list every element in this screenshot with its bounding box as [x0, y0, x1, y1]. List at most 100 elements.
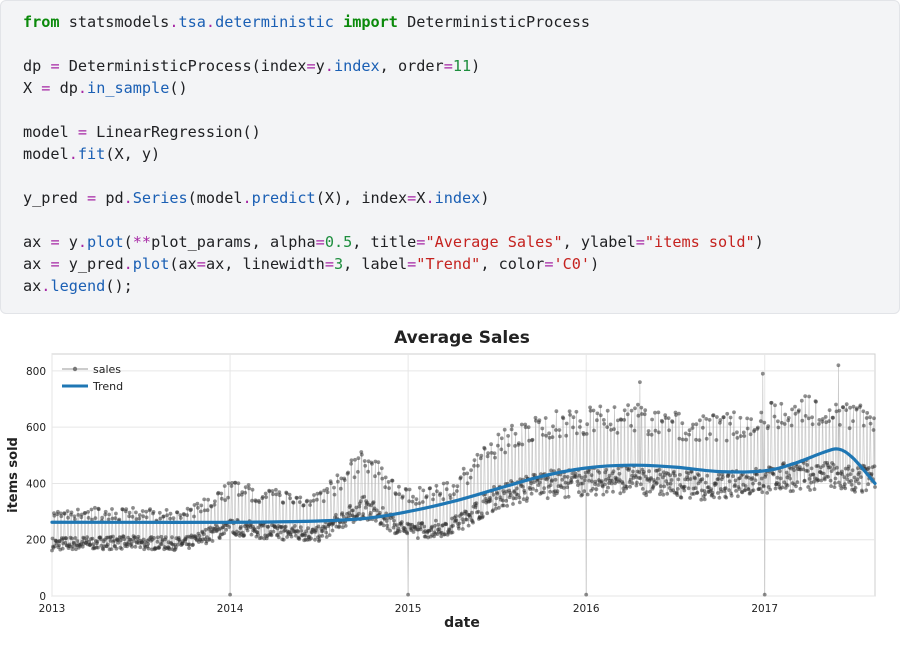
sales-point [735, 436, 740, 440]
sales-point [848, 405, 852, 410]
sales-point [284, 491, 289, 496]
sales-point [187, 546, 192, 550]
sales-point [434, 483, 439, 488]
y-tick-label: 200 [26, 535, 46, 547]
sales-point [422, 524, 427, 529]
sales-point [607, 473, 612, 478]
sales-point [260, 495, 265, 499]
sales-point [832, 485, 837, 489]
sales-point [779, 401, 784, 406]
sales-point [485, 511, 490, 516]
sales-point [833, 481, 837, 485]
sales-point [790, 407, 794, 412]
sales-point [486, 451, 490, 456]
average-sales-chart: Average Sales 0 200 400 600 800 2013 2014 2015… [6, 328, 877, 631]
code-cell[interactable]: from statsmodels.tsa.deterministic impor… [0, 0, 900, 314]
code-token: y_pred [59, 255, 124, 273]
sales-point [718, 418, 723, 422]
code-token: X [416, 189, 426, 207]
code-token: DeterministicProcess(index [59, 57, 307, 75]
sales-point [706, 485, 711, 489]
code-token: = [50, 255, 60, 273]
code-token: statsmodels [59, 13, 170, 31]
sales-point [502, 427, 507, 432]
sales-point [541, 490, 546, 495]
sales-point [594, 492, 598, 497]
sales-point [441, 497, 446, 502]
sales-point [243, 485, 248, 489]
code-token: . [77, 233, 88, 251]
sales-point [608, 422, 613, 427]
sales-point [781, 461, 786, 466]
sales-point [165, 513, 170, 518]
sales-point [325, 487, 329, 491]
sales-point [202, 508, 207, 513]
sales-point [420, 500, 425, 504]
sales-point [807, 477, 812, 481]
sales-point [768, 487, 772, 492]
sales-point [546, 475, 550, 480]
sales-point [532, 480, 536, 484]
sales-point [137, 513, 142, 517]
sales-point [657, 430, 661, 435]
sales-point [759, 410, 764, 415]
code-line [23, 33, 764, 55]
sales-point [72, 514, 77, 519]
sales-point [763, 472, 768, 477]
sales-point [216, 490, 221, 495]
sales-point [236, 481, 241, 486]
sales-point [741, 430, 746, 435]
sales-point [871, 428, 876, 432]
sales-point [52, 513, 57, 518]
sales-point [129, 541, 134, 546]
sales-point [264, 495, 269, 499]
sales-point [212, 502, 217, 507]
sales-point [693, 476, 697, 481]
x-tick-label: 2017 [751, 603, 778, 615]
sales-point [845, 473, 850, 478]
sales-point [157, 545, 162, 550]
sales-point [509, 427, 514, 432]
sales-point [136, 534, 141, 539]
sales-point [279, 524, 284, 529]
sales-point [291, 500, 296, 505]
sales-point [529, 481, 533, 486]
sales-point [658, 492, 662, 497]
sales-point [836, 471, 840, 476]
sales-point [336, 479, 340, 484]
code-token: LinearRegression() [87, 123, 261, 141]
sales-point [514, 496, 518, 501]
sales-point [354, 505, 359, 510]
sales-point [571, 425, 575, 430]
sales-point [668, 473, 672, 478]
sales-point [522, 490, 527, 495]
sales-point [824, 420, 829, 425]
sales-point [803, 394, 808, 398]
sales-point [829, 469, 834, 473]
sales-point [751, 481, 755, 486]
code-token: in_sample [87, 79, 170, 97]
code-token: = [77, 123, 88, 141]
x-axis-label: date [444, 615, 480, 631]
sales-series [50, 363, 877, 597]
sales-point [437, 527, 442, 532]
code-line [23, 99, 764, 121]
sales-point [719, 489, 724, 494]
sales-point [609, 428, 613, 432]
sales-point [324, 530, 329, 535]
sales-point [605, 408, 610, 413]
sales-point [843, 486, 848, 491]
sales-point [70, 547, 75, 552]
sales-point [110, 516, 115, 521]
sales-point [857, 481, 861, 486]
sales-point [576, 483, 580, 487]
sales-point [416, 536, 420, 540]
sales-point [550, 478, 554, 483]
code-token: = [196, 255, 206, 273]
sales-point [164, 508, 169, 512]
code-line [23, 209, 764, 231]
sales-point [299, 529, 304, 533]
sales-point [384, 519, 389, 523]
sales-point [410, 499, 415, 504]
sales-point [588, 408, 593, 413]
